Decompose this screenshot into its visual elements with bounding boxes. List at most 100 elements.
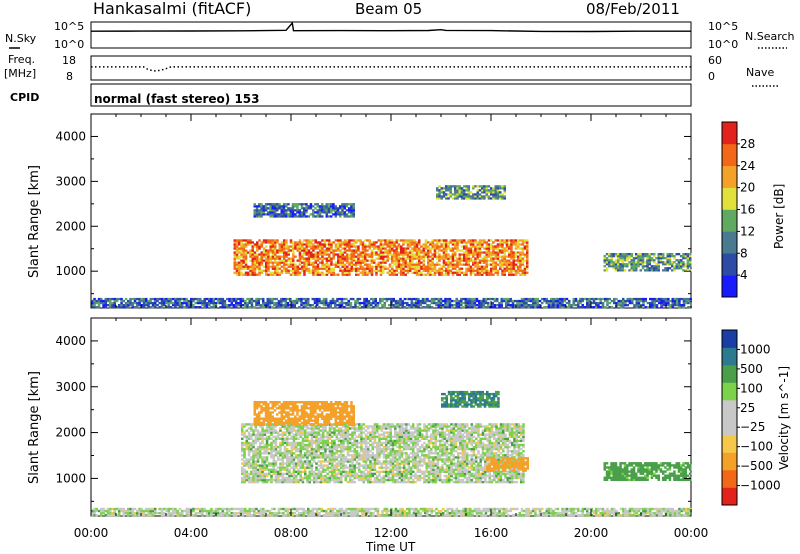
data-cell [646, 261, 649, 264]
data-cell [635, 306, 638, 309]
data-cell [310, 251, 313, 254]
data-cell [348, 203, 351, 206]
data-cell [228, 299, 231, 303]
data-cell [301, 253, 304, 256]
data-cell [283, 425, 287, 428]
data-cell [478, 185, 482, 188]
data-cell [388, 269, 392, 272]
data-cell [653, 306, 656, 309]
data-cell [526, 251, 529, 254]
data-cell [314, 259, 317, 262]
data-cell [233, 255, 236, 258]
data-cell [276, 255, 279, 258]
data-cell [469, 297, 472, 301]
data-cell [379, 297, 382, 301]
data-cell [617, 301, 620, 305]
data-cell [447, 269, 450, 272]
data-cell [480, 301, 483, 305]
data-cell [310, 447, 314, 451]
data-cell [254, 433, 258, 436]
data-cell [261, 468, 264, 471]
data-cell [371, 425, 375, 428]
data-cell [433, 249, 437, 252]
data-cell [348, 257, 351, 260]
data-cell [221, 297, 225, 301]
data-cell [350, 243, 353, 246]
data-cell [424, 306, 427, 309]
data-cell [340, 441, 343, 445]
data-cell [265, 241, 268, 244]
data-cell [298, 249, 302, 252]
data-cell [465, 249, 468, 252]
data-cell [289, 249, 293, 252]
data-cell [328, 259, 331, 262]
data-cell [370, 261, 374, 264]
data-cell [472, 261, 475, 264]
data-cell [442, 299, 445, 303]
data-cell [474, 241, 477, 244]
data-cell [245, 441, 248, 445]
data-cell [478, 247, 482, 250]
data-cell [501, 187, 504, 190]
data-cell [241, 423, 244, 426]
data-cell [384, 265, 387, 268]
data-cell [510, 263, 513, 266]
data-cell [326, 439, 329, 443]
data-cell [274, 425, 278, 428]
data-cell [169, 301, 173, 305]
data-cell [586, 297, 589, 301]
data-cell [315, 462, 318, 465]
data-cell [292, 478, 296, 482]
data-cell [249, 241, 252, 244]
data-cell [270, 476, 273, 480]
data-cell [286, 476, 289, 480]
data-cell [415, 245, 419, 248]
data-cell [212, 304, 215, 307]
data-cell [316, 271, 320, 274]
data-cell [622, 304, 625, 307]
data-cell [529, 299, 533, 303]
data-cell [526, 261, 529, 264]
data-cell [323, 207, 326, 210]
data-cell [308, 431, 311, 434]
data-cell [490, 191, 493, 194]
data-cell [511, 301, 515, 305]
data-cell [151, 304, 155, 307]
data-cell [241, 443, 244, 447]
data-cell [292, 447, 296, 451]
data-cell [240, 261, 243, 264]
data-cell [368, 247, 371, 250]
data-cell [290, 452, 294, 455]
data-cell [278, 263, 281, 266]
data-cell [323, 211, 326, 214]
data-cell [308, 441, 311, 445]
station-title: Hankasalmi (fitACF) [93, 0, 251, 18]
data-cell [237, 297, 240, 301]
data-cell [253, 269, 257, 272]
data-cell [503, 253, 506, 256]
data-cell [456, 273, 459, 276]
data-cell [508, 251, 511, 254]
data-cell [644, 255, 647, 258]
data-cell [245, 478, 248, 482]
data-cell [335, 468, 338, 471]
data-cell [310, 433, 314, 436]
data-cell [344, 429, 348, 432]
data-cell [355, 241, 358, 244]
data-cell [294, 243, 297, 246]
data-cell [328, 470, 332, 473]
data-cell [277, 450, 280, 453]
data-cell [505, 243, 509, 246]
data-cell [653, 299, 656, 303]
data-cell [310, 437, 314, 440]
data-cell [492, 253, 495, 256]
data-cell [406, 255, 410, 258]
data-cell [619, 259, 622, 262]
data-cell [328, 245, 331, 248]
data-cell [276, 257, 279, 260]
data-cell [319, 454, 323, 457]
data-cell [250, 297, 254, 301]
data-cell [431, 267, 434, 270]
data-cell [291, 304, 294, 307]
data-cell [370, 301, 373, 305]
